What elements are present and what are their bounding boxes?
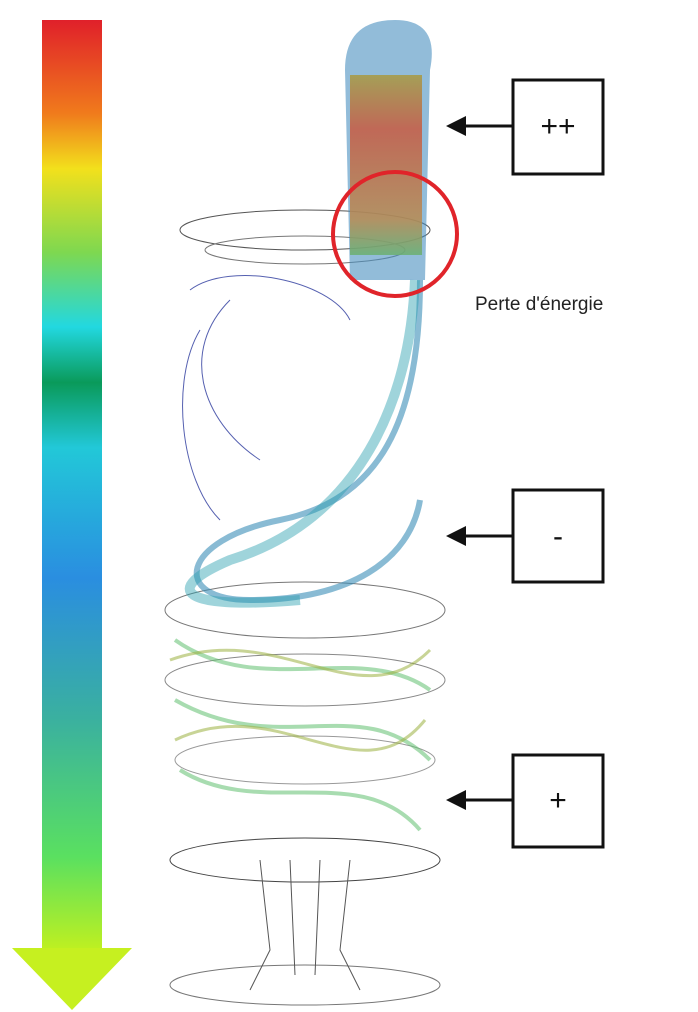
color-scale bbox=[42, 20, 102, 950]
box-label: ++ bbox=[540, 110, 575, 143]
highlight-circle bbox=[331, 170, 459, 298]
scale-arrowhead bbox=[12, 948, 132, 1010]
arrowheads bbox=[446, 116, 466, 810]
streamlines bbox=[164, 209, 446, 1006]
annotation: Perte d'énergie bbox=[475, 294, 603, 315]
box-label: + bbox=[549, 784, 567, 817]
column bbox=[350, 75, 422, 255]
label-boxes bbox=[460, 78, 605, 849]
box-label: - bbox=[553, 520, 563, 553]
